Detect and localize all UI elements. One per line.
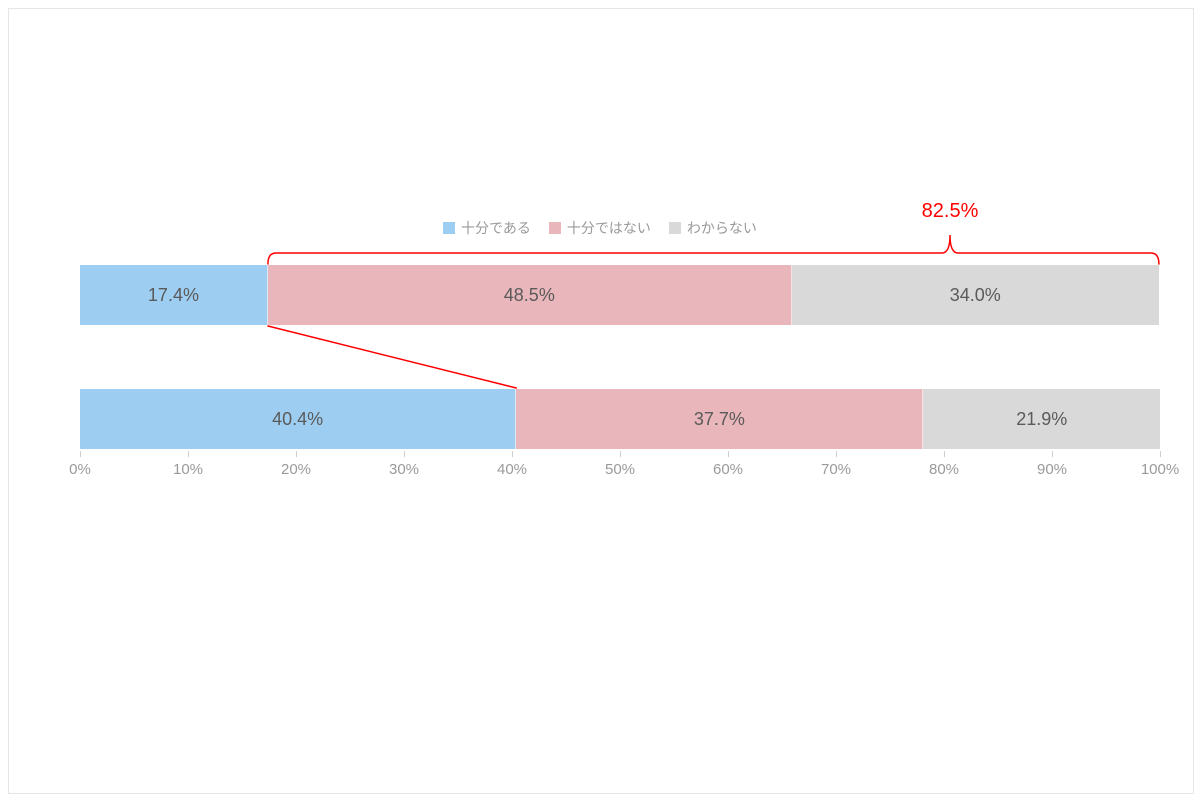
annotation-connector <box>0 0 1200 800</box>
